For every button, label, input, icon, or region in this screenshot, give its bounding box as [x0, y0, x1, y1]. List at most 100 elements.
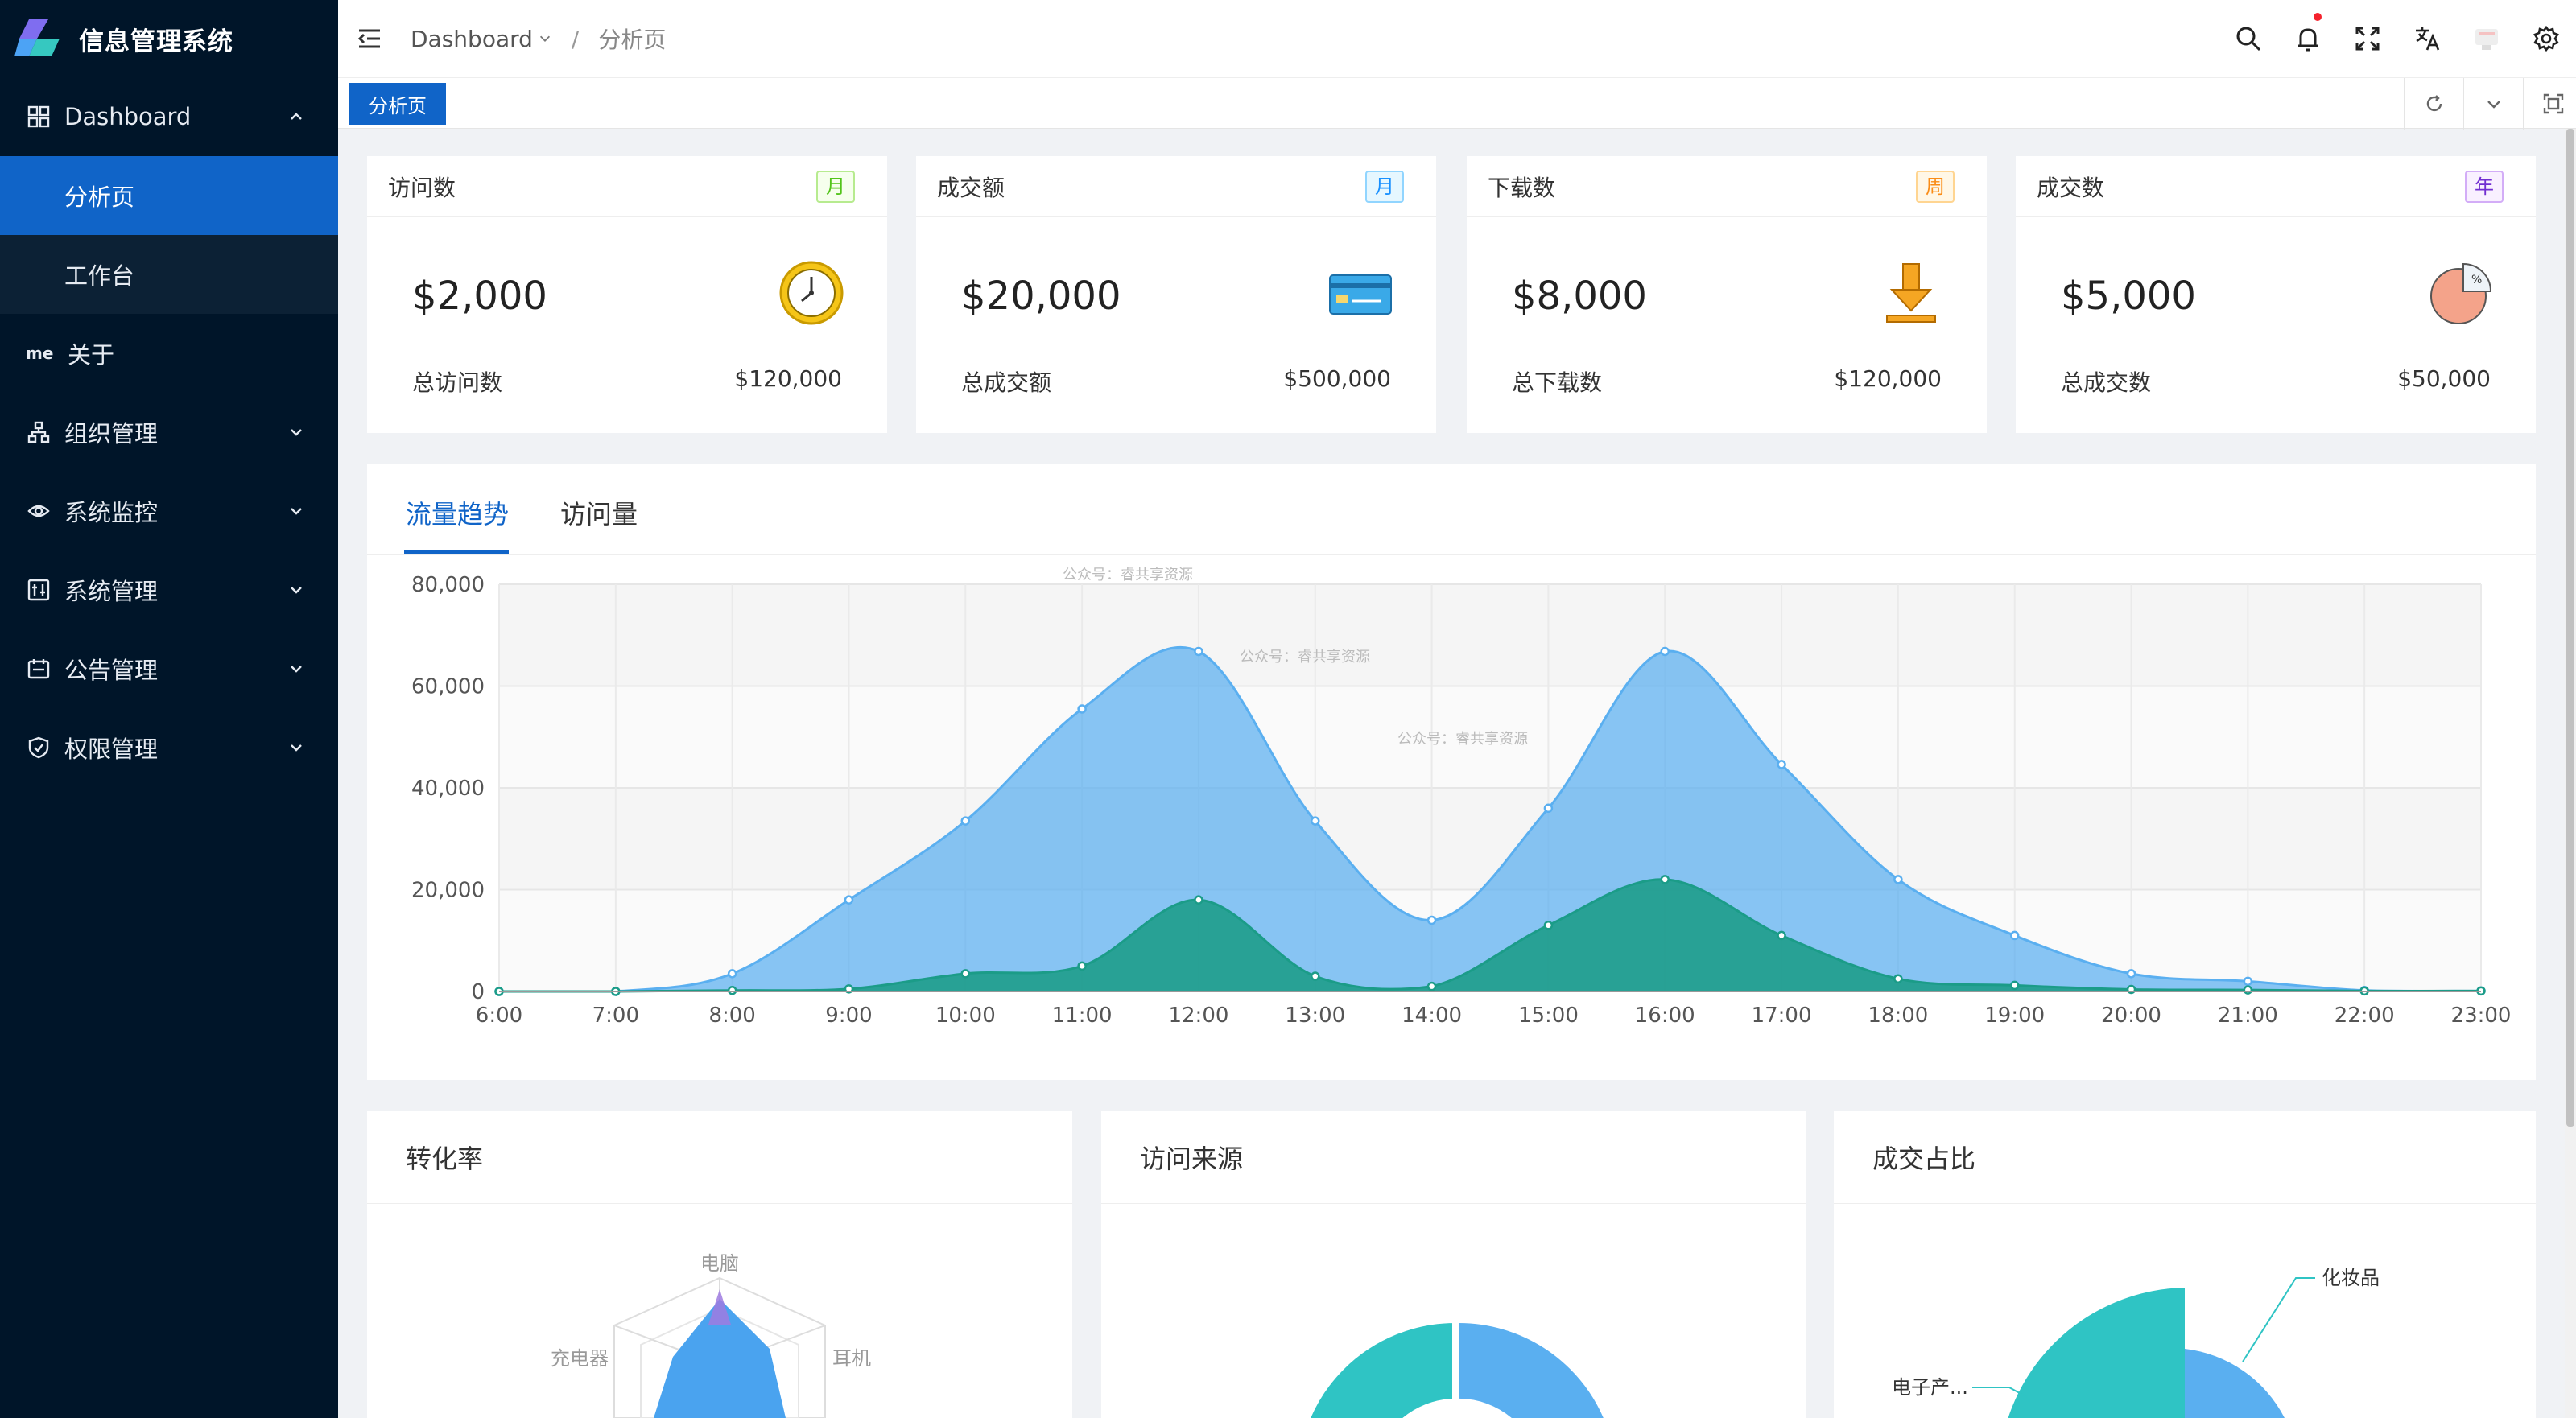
stat-footer-value: $120,000: [1834, 365, 1942, 392]
x-tick-label: 10:00: [935, 1004, 996, 1028]
credit-card-icon: [1329, 274, 1392, 315]
x-tick-label: 9:00: [825, 1004, 872, 1028]
data-point: [1426, 981, 1437, 991]
eye-icon: [26, 498, 52, 524]
sidebar-item-permission[interactable]: 权限管理: [0, 708, 338, 787]
sidebar-item-monitor[interactable]: 系统监控: [0, 472, 338, 550]
watermark-text: 公众号：睿共享资源: [1240, 649, 1370, 666]
active-tab-indicator: [404, 550, 509, 554]
scrollbar-thumb[interactable]: [2566, 129, 2574, 1127]
data-point: [844, 895, 854, 905]
tab-analysis[interactable]: 分析页: [349, 83, 446, 125]
x-tick-label: 19:00: [1984, 1004, 2045, 1028]
chevron-down-icon: [291, 744, 302, 752]
settings-panel-icon: [26, 577, 52, 603]
language-button[interactable]: [2397, 0, 2457, 77]
data-point: [1777, 760, 1786, 769]
clock-icon: [779, 261, 844, 325]
chevron-up-icon: [291, 113, 302, 120]
bell-icon: [2298, 28, 2318, 52]
pie-slice-1: [2008, 1288, 2185, 1418]
label-line: [2242, 1277, 2315, 1362]
series-line-2: [498, 878, 2482, 993]
stat-footer-value: $120,000: [734, 365, 842, 392]
donut-slice-2: [1303, 1316, 1459, 1418]
tab-visits[interactable]: 访问量: [560, 499, 638, 530]
sidebar-item-label: 系统监控: [64, 499, 159, 526]
data-point: [1311, 816, 1320, 826]
conversion-rate-card: 转化率 电脑 充电器 耳机: [367, 1111, 1072, 1418]
sidebar-item-analysis[interactable]: 分析页: [0, 156, 338, 235]
sidebar-item-system[interactable]: 系统管理: [0, 550, 338, 629]
data-point: [1543, 921, 1554, 930]
period-badge: 周: [1916, 170, 1955, 203]
pie-slice-2: [2185, 1349, 2285, 1418]
visit-source-card: 访问来源: [1101, 1111, 1806, 1418]
stat-title: 成交数: [2037, 174, 2105, 201]
data-point: [1194, 646, 1203, 657]
top-header: Dashboard / 分析页: [338, 0, 2576, 77]
stat-footer-label: 总下载数: [1512, 369, 1603, 396]
breadcrumb-item-dashboard[interactable]: Dashboard: [411, 25, 533, 52]
x-tick-label: 13:00: [1285, 1004, 1345, 1028]
sidebar-item-label: 分析页: [64, 183, 135, 211]
tab-menu-button[interactable]: [2463, 78, 2523, 130]
y-tick-label: 60,000: [411, 675, 485, 699]
data-point: [1311, 971, 1320, 981]
search-icon: [2236, 27, 2261, 52]
sidebar-item-workbench[interactable]: 工作台: [0, 235, 338, 314]
avatar[interactable]: [2457, 0, 2516, 77]
stat-footer-value: $50,000: [2397, 365, 2491, 392]
card-title: 成交占比: [1834, 1111, 2536, 1204]
menu-fold-icon[interactable]: [356, 25, 383, 52]
pie-label-cosmetics: 化妆品: [2322, 1267, 2380, 1289]
watermark-text: 公众号：睿共享资源: [1397, 731, 1528, 748]
breadcrumb-item-current: 分析页: [598, 27, 667, 53]
header-tools: [2219, 0, 2576, 77]
card-title: 转化率: [367, 1111, 1072, 1204]
sidebar-item-about[interactable]: me 关于: [0, 314, 338, 393]
sidebar-item-label: 系统管理: [64, 578, 159, 605]
refresh-tab-button[interactable]: [2404, 78, 2463, 130]
tab-fullscreen-button[interactable]: [2523, 78, 2576, 130]
pie-label-electronics: 电子产...: [1892, 1376, 1968, 1399]
x-tick-label: 15:00: [1518, 1004, 1579, 1028]
logo-icon: [14, 19, 60, 56]
period-badge: 月: [816, 170, 855, 203]
y-tick-label: 0: [471, 980, 485, 1004]
period-badge: 月: [1365, 170, 1404, 203]
plot-band: [499, 686, 2481, 788]
settings-button[interactable]: [2516, 0, 2576, 77]
logo[interactable]: 信息管理系统: [0, 0, 338, 77]
sidebar-item-org[interactable]: 组织管理: [0, 393, 338, 472]
stat-value: $20,000: [961, 274, 1121, 319]
series-area-2: [499, 879, 2481, 991]
x-tick-label: 21:00: [2218, 1004, 2278, 1028]
data-point: [1543, 803, 1554, 814]
app-title: 信息管理系统: [79, 27, 233, 56]
donut-slice-1: [1452, 1316, 1611, 1418]
tab-traffic-trend[interactable]: 流量趋势: [406, 499, 510, 530]
data-point: [727, 985, 737, 995]
notification-dot: [2314, 13, 2322, 21]
data-point: [2009, 930, 2020, 941]
notification-button[interactable]: [2278, 0, 2338, 77]
shield-icon: [26, 735, 52, 761]
sidebar-item-label: Dashboard: [64, 103, 192, 130]
data-point: [2243, 985, 2253, 995]
svg-text:%: %: [2471, 274, 2482, 286]
translate-icon: [2416, 27, 2440, 51]
data-point: [2243, 976, 2253, 987]
fullscreen-button[interactable]: [2338, 0, 2397, 77]
search-button[interactable]: [2219, 0, 2278, 77]
label-line: [1972, 1387, 2028, 1398]
stat-card-downloads: 下载数 周 $8,000 总下载数 $120,000: [1467, 156, 1987, 433]
sidebar-item-dashboard[interactable]: Dashboard: [0, 77, 338, 156]
vertical-scrollbar[interactable]: [2565, 129, 2576, 1418]
data-point: [1893, 875, 1903, 884]
sidebar-item-notice[interactable]: 公告管理: [0, 629, 338, 708]
org-tree-icon: [26, 419, 52, 445]
chevron-down-icon[interactable]: [538, 31, 552, 46]
sidebar-item-label: 关于: [68, 341, 115, 369]
stat-value: $5,000: [2061, 274, 2196, 319]
